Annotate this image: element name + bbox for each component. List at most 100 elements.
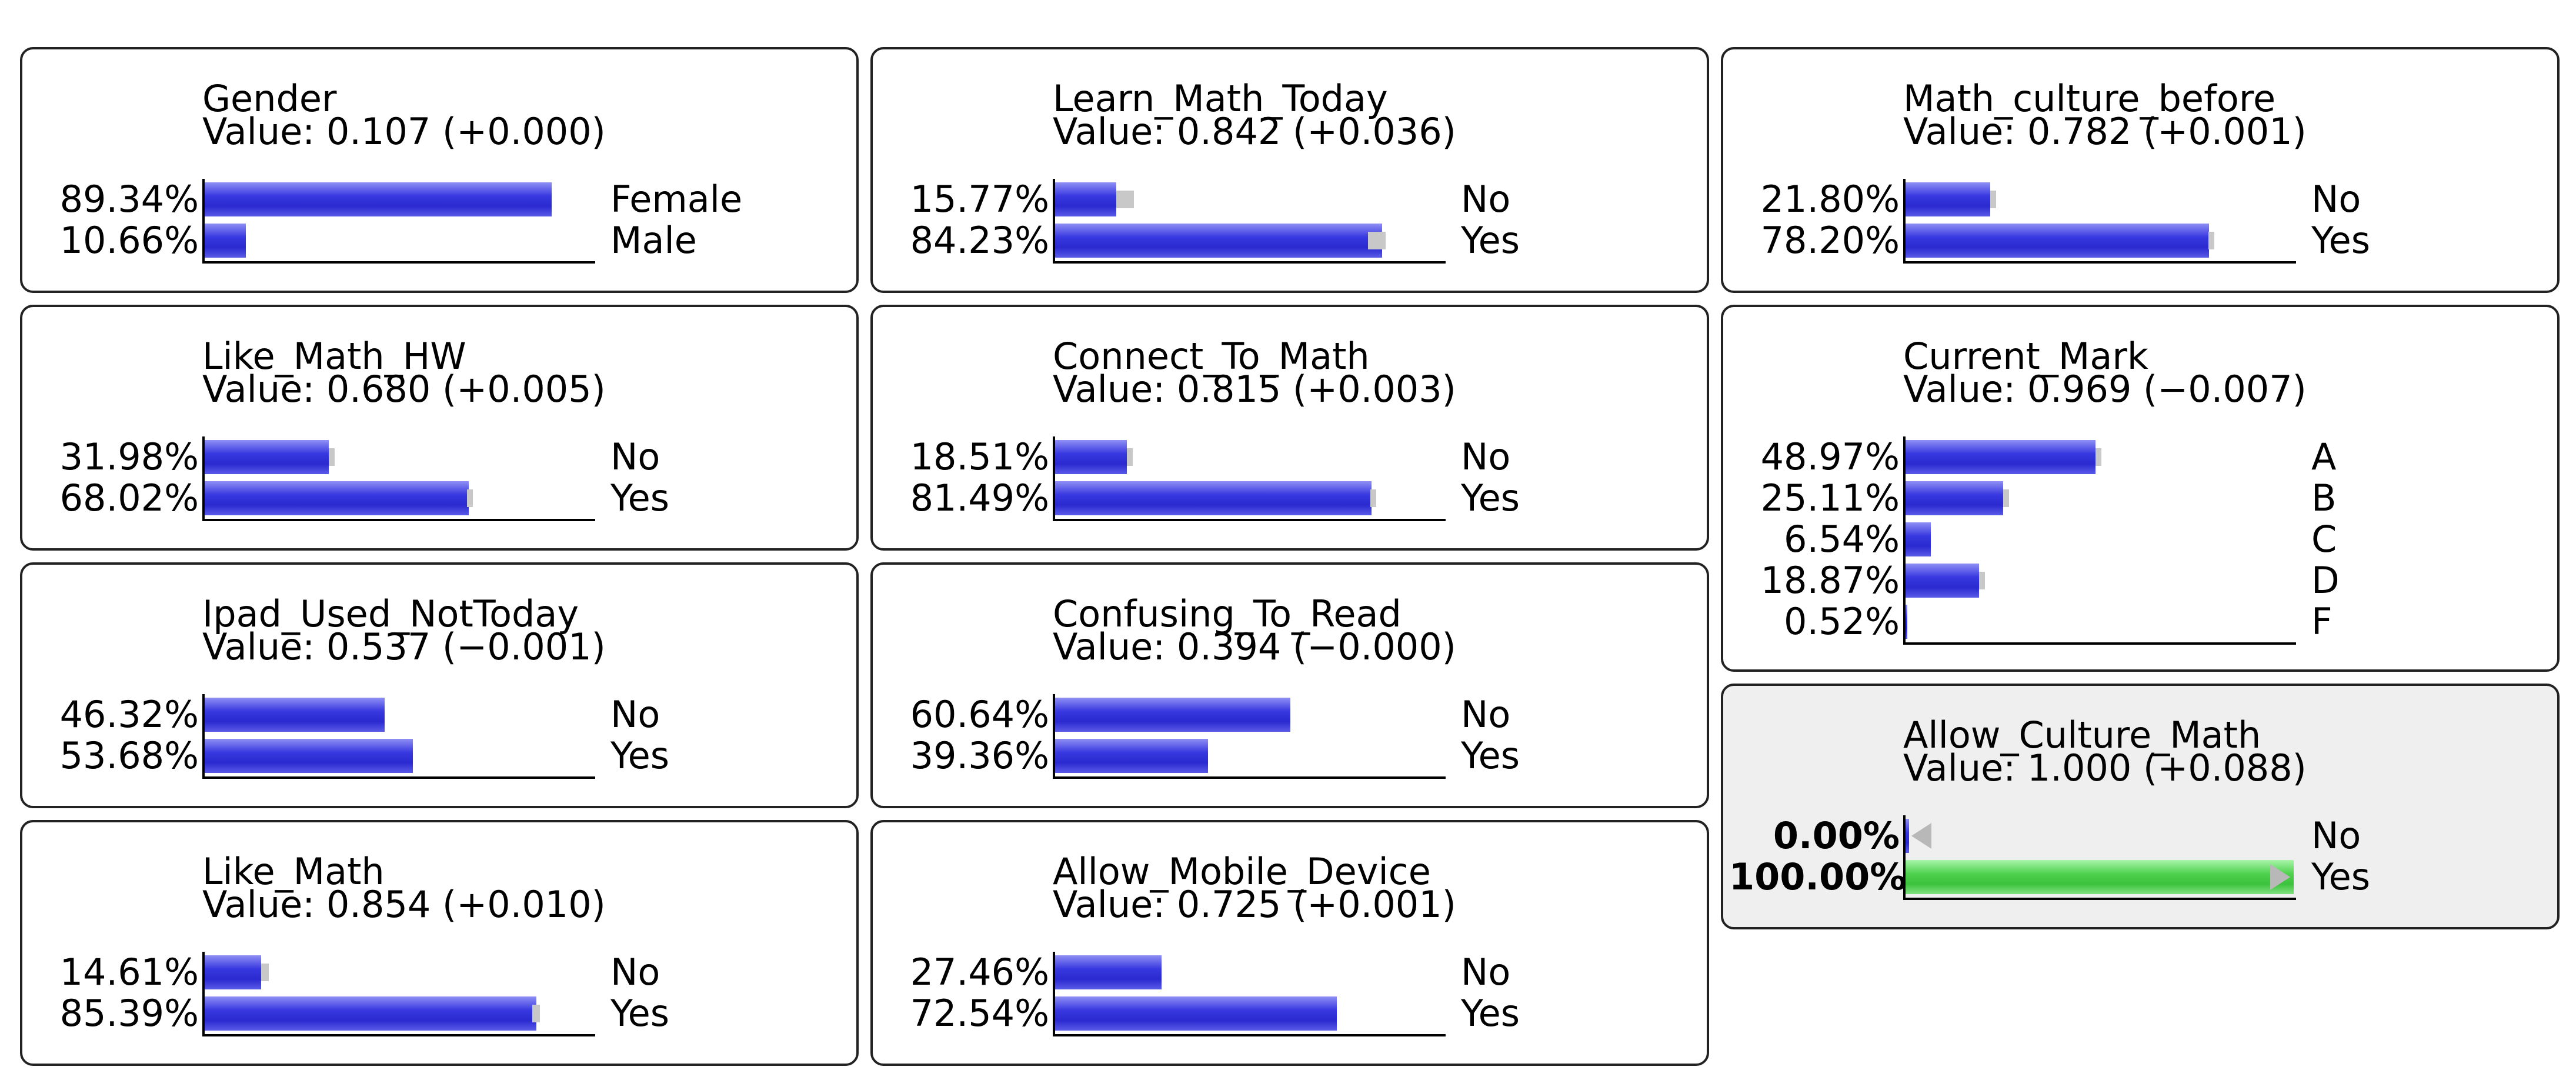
node-value: Value: 0.725 (+0.001) <box>1053 883 1456 926</box>
belief-bars: 15.77% No 84.23% Yes <box>910 179 1520 264</box>
node-confusing-to-read[interactable]: Confusing_To_Read Value: 0.394 (−0.000) 60… <box>870 562 1709 808</box>
probability-bar <box>1906 605 1907 639</box>
node-title: Current_Mark <box>1903 335 2148 378</box>
state-label: No <box>2311 814 2361 857</box>
state-label: Yes <box>1461 992 1520 1035</box>
state-percent: 0.00% <box>1773 814 1900 857</box>
belief-bars: 48.97% A 25.11% B 6.54% C 18.87% D 0.52% F <box>1761 436 2340 645</box>
previous-value-marker <box>261 964 269 981</box>
probability-bar <box>205 440 329 474</box>
previous-value-marker <box>1979 572 1985 589</box>
state-label: Yes <box>1461 476 1520 519</box>
change-arrow-left-icon <box>1911 823 1931 849</box>
previous-value-marker <box>1990 191 1996 208</box>
node-connect-to-math[interactable]: Connect_To_Math Value: 0.815 (+0.003) 18.5… <box>870 305 1709 551</box>
state-label: No <box>1461 435 1511 478</box>
node-value: Value: 1.000 (+0.088) <box>1903 746 2307 789</box>
previous-value-marker <box>532 1005 540 1022</box>
node-allow-culture-math[interactable]: Allow_Culture_Math Value: 1.000 (+0.088) 0… <box>1721 684 2560 929</box>
node-title: Confusing_To_Read <box>1053 592 1402 635</box>
probability-bar <box>1055 698 1290 732</box>
node-title: Math_culture_before <box>1903 77 2276 120</box>
state-percent: 27.46% <box>910 951 1049 994</box>
probability-bar <box>205 481 469 515</box>
state-percent: 60.64% <box>910 693 1049 736</box>
node-title: Like_Math <box>202 850 385 893</box>
node-gender[interactable]: Gender Value: 0.107 (+0.000) 89.34% Female 1… <box>20 47 859 293</box>
node-value: Value: 0.782 (+0.001) <box>1903 110 2307 153</box>
probability-bar <box>1906 564 1979 598</box>
belief-bars: 89.34% Female 10.66% Male <box>60 179 742 264</box>
probability-bar <box>205 739 413 773</box>
previous-value-marker <box>2003 489 2009 507</box>
state-label: Yes <box>610 476 670 519</box>
node-title: Connect_To_Math <box>1053 335 1370 378</box>
previous-value-marker <box>2095 448 2101 466</box>
node-value: Value: 0.537 (−0.001) <box>202 625 606 668</box>
probability-bar <box>1055 996 1337 1031</box>
state-label: No <box>2311 178 2361 221</box>
state-label: No <box>1461 951 1511 994</box>
node-title: Like_Math_HW <box>202 335 466 378</box>
state-label: No <box>1461 178 1511 221</box>
belief-bars: 18.51% No 81.49% Yes <box>910 436 1520 521</box>
state-percent: 89.34% <box>59 178 199 221</box>
state-label: Yes <box>2311 219 2371 262</box>
node-value: Value: 0.854 (+0.010) <box>202 883 606 926</box>
state-percent: 39.36% <box>910 734 1049 777</box>
probability-bar-min <box>1906 819 1909 853</box>
state-percent: 78.20% <box>1760 219 1900 262</box>
state-percent: 53.68% <box>59 734 199 777</box>
state-label: Yes <box>610 992 670 1035</box>
node-value: Value: 0.394 (−0.000) <box>1053 625 1456 668</box>
probability-bar <box>205 698 385 732</box>
probability-bar <box>1906 522 1931 556</box>
probability-bar <box>205 224 246 258</box>
belief-bars: 14.61% No 85.39% Yes <box>60 952 669 1036</box>
state-percent: 72.54% <box>910 992 1049 1035</box>
probability-bar <box>1906 860 2294 894</box>
previous-value-marker <box>1127 448 1133 466</box>
state-percent: 14.61% <box>59 951 199 994</box>
state-label: C <box>2311 518 2337 561</box>
state-percent: 85.39% <box>59 992 199 1035</box>
state-percent: 48.97% <box>1760 435 1900 478</box>
state-label: No <box>610 951 660 994</box>
state-label: Yes <box>1461 219 1520 262</box>
state-label: Male <box>610 219 697 262</box>
node-like-math[interactable]: Like_Math Value: 0.854 (+0.010) 14.61% No 85… <box>20 820 859 1066</box>
state-label: No <box>610 435 660 478</box>
node-math-culture-before[interactable]: Math_culture_before Value: 0.782 (+0.001)… <box>1721 47 2560 293</box>
state-label: Yes <box>610 734 670 777</box>
state-percent: 18.87% <box>1760 559 1900 602</box>
state-percent: 18.51% <box>910 435 1049 478</box>
previous-value-marker <box>1116 191 1134 208</box>
previous-value-marker <box>1368 232 1386 249</box>
node-title: Gender <box>202 77 337 120</box>
previous-value-marker <box>2208 232 2214 249</box>
node-like-math-hw[interactable]: Like_Math_HW Value: 0.680 (+0.005) 31.98% N… <box>20 305 859 551</box>
state-percent: 31.98% <box>59 435 199 478</box>
previous-value-marker <box>1370 489 1376 507</box>
probability-bar <box>1055 224 1382 258</box>
probability-bar <box>1906 224 2209 258</box>
node-value: Value: 0.969 (−0.007) <box>1903 368 2307 411</box>
node-allow-mobile-device[interactable]: Allow_Mobile_Device Value: 0.725 (+0.001)… <box>870 820 1709 1066</box>
state-percent: 15.77% <box>910 178 1049 221</box>
state-percent: 100.00% <box>1729 855 1907 898</box>
state-label: No <box>610 693 660 736</box>
probability-bar <box>1055 739 1208 773</box>
node-value: Value: 0.815 (+0.003) <box>1053 368 1456 411</box>
node-ipad-used-nottoday[interactable]: Ipad_Used_NotToday Value: 0.537 (−0.001) 4… <box>20 562 859 808</box>
node-current-mark[interactable]: Current_Mark Value: 0.969 (−0.007) 48.97% A… <box>1721 305 2560 672</box>
state-label: F <box>2311 600 2333 643</box>
state-percent: 81.49% <box>910 476 1049 519</box>
belief-bars: 0.00% No 100.00% Yes <box>1729 815 2370 900</box>
state-label: Yes <box>1461 734 1520 777</box>
state-percent: 46.32% <box>59 693 199 736</box>
probability-bar <box>1906 440 2095 474</box>
node-learn-math-today[interactable]: Learn_Math_Today Value: 0.842 (+0.036) 15.… <box>870 47 1709 293</box>
state-percent: 68.02% <box>59 476 199 519</box>
node-value: Value: 0.107 (+0.000) <box>202 110 606 153</box>
